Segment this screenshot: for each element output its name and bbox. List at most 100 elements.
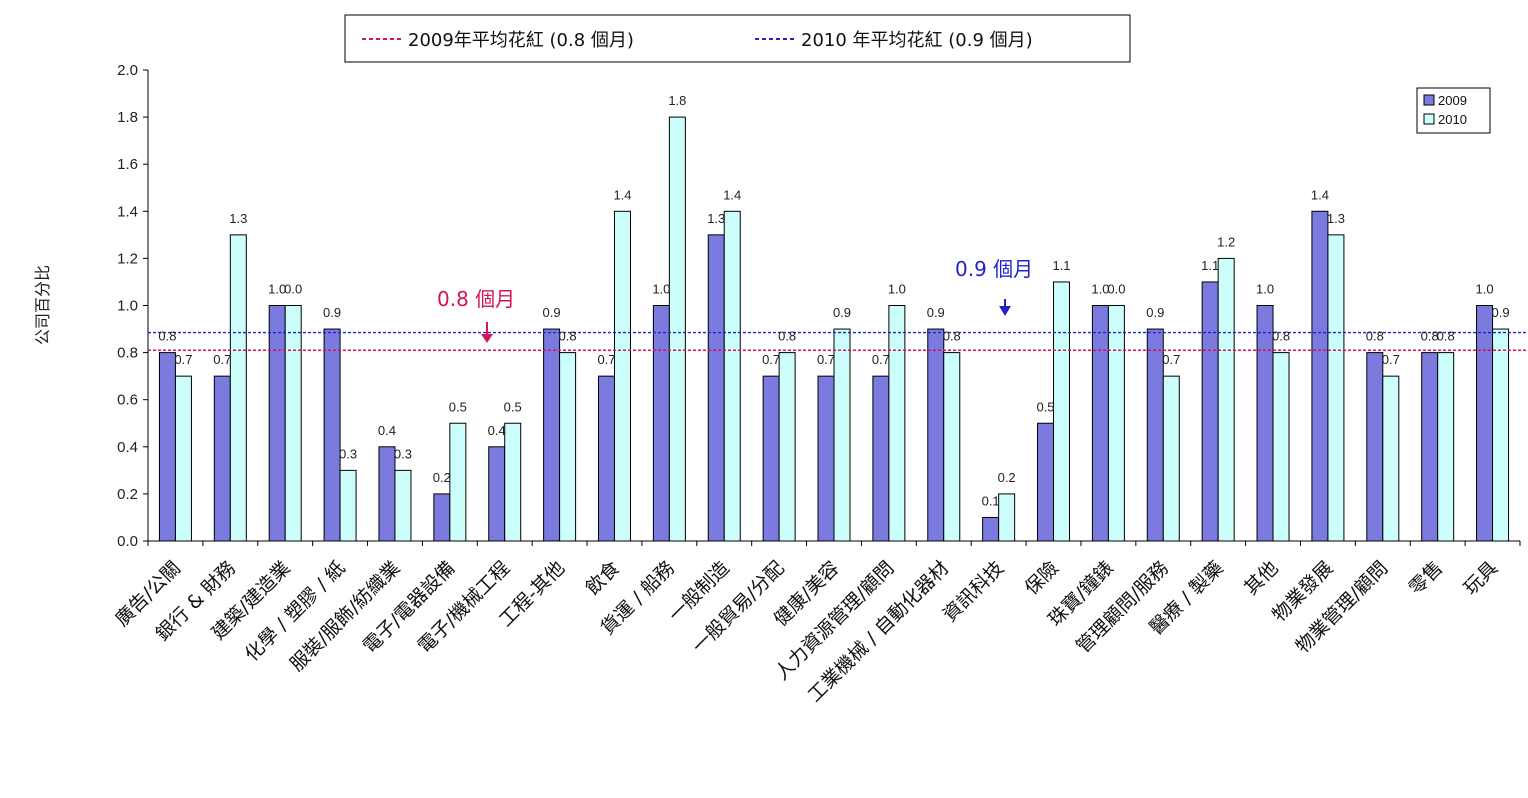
- bars-group: [158, 116, 1510, 542]
- data-label-2009: 0.4: [378, 423, 396, 438]
- legend-swatch-2010: [1423, 113, 1435, 125]
- y-tick-label: 0.8: [117, 345, 138, 362]
- y-tick-label: 0.6: [117, 392, 138, 409]
- data-label-2010: 0.5: [449, 399, 467, 414]
- data-label-2010: 0.8: [778, 329, 796, 344]
- bar-2010: [1437, 352, 1455, 542]
- bar-2009: [1091, 305, 1109, 542]
- legend-label-2009: 2009: [1438, 93, 1467, 108]
- bar-2010: [1492, 328, 1510, 542]
- data-label-2009: 0.8: [1421, 329, 1439, 344]
- bar-2009: [1421, 352, 1439, 542]
- bar-2009: [597, 375, 615, 542]
- bar-2009: [707, 234, 725, 542]
- data-label-2009: 0.9: [323, 305, 341, 320]
- data-label-2009: 0.7: [213, 352, 231, 367]
- data-label-2010: 0.8: [559, 329, 577, 344]
- data-label-2009: 0.9: [543, 305, 561, 320]
- bar-2009: [762, 375, 780, 542]
- bar-2010: [943, 352, 961, 542]
- bar-2009: [323, 328, 341, 542]
- bar-2009: [1366, 352, 1384, 542]
- series-legend: 2009 2010: [1416, 87, 1491, 134]
- legend-swatch-2009: [1423, 94, 1435, 106]
- bar-2010: [723, 210, 741, 542]
- category-label: 玩具: [1460, 557, 1502, 599]
- data-label-2010: 1.4: [723, 187, 741, 202]
- bar-2009: [378, 446, 396, 542]
- data-label-2010: 1.3: [1327, 211, 1345, 226]
- bar-2010: [174, 375, 192, 542]
- data-label-2010: 1.0: [888, 282, 906, 297]
- data-label-2009: 0.7: [872, 352, 890, 367]
- legend-2010-avg-label: 2010 年平均花紅 (0.9 個月): [801, 30, 1033, 51]
- bar-2009: [488, 446, 506, 542]
- arrow-down-icon: [481, 334, 493, 343]
- bar-2009: [1146, 328, 1164, 542]
- data-label-2009: 0.4: [488, 423, 506, 438]
- data-label-2010: 0.9: [833, 305, 851, 320]
- bar-2010: [1162, 375, 1180, 542]
- y-tick-label: 2.0: [117, 62, 138, 79]
- data-label-2009: 0.7: [597, 352, 615, 367]
- data-labels: 0.80.7 0.71.31.00.00.90.30.40.30.20.50.40…: [158, 93, 1509, 508]
- bar-2010: [504, 422, 522, 542]
- data-label-2010: 0.3: [339, 446, 357, 461]
- y-axis-title: 公司百分比: [33, 265, 52, 345]
- bar-2010: [1107, 305, 1125, 542]
- y-tick-label: 0.2: [117, 486, 138, 503]
- bar-2009: [982, 516, 1000, 542]
- data-label-2010: 0.0: [1107, 282, 1125, 297]
- bar-2010: [1327, 234, 1345, 542]
- data-label-2010: 1.4: [613, 187, 631, 202]
- bar-2009: [543, 328, 561, 542]
- bar-2010: [833, 328, 851, 542]
- bar-2010: [778, 352, 796, 542]
- bar-2009: [1256, 305, 1274, 542]
- data-label-2010: 0.8: [1272, 329, 1290, 344]
- y-tick-label: 1.6: [117, 156, 138, 173]
- data-label-2009: 0.8: [158, 329, 176, 344]
- data-label-2010: 0.7: [1382, 352, 1400, 367]
- category-label: 資訊科技: [939, 557, 1008, 626]
- y-tick-label: 1.0: [117, 298, 138, 315]
- bar-2010: [1053, 281, 1071, 542]
- bar-2009: [817, 375, 835, 542]
- bar-2009: [652, 305, 670, 542]
- data-label-2010: 1.2: [1217, 234, 1235, 249]
- bar-2010: [888, 305, 906, 542]
- data-label-2010: 0.7: [174, 352, 192, 367]
- data-label-2010: 0.8: [943, 329, 961, 344]
- bar-2009: [433, 493, 451, 542]
- bar-2010: [998, 493, 1016, 542]
- bar-2010: [339, 469, 357, 542]
- data-label-2009: 0.7: [762, 352, 780, 367]
- data-label-2010: 0.0: [284, 282, 302, 297]
- data-label-2009: 1.0: [1256, 282, 1274, 297]
- bar-2009: [158, 352, 176, 542]
- annotation-2010: 0.9 個月: [955, 257, 1033, 316]
- bar-2009: [268, 305, 286, 542]
- annotation-2009-label: 0.8 個月: [437, 287, 515, 311]
- data-label-2009: 1.0: [652, 282, 670, 297]
- bar-2009: [1037, 422, 1055, 542]
- data-label-2009: 1.1: [1201, 258, 1219, 273]
- data-label-2009: 0.2: [433, 470, 451, 485]
- data-label-2010: 1.1: [1052, 258, 1070, 273]
- legend-label-2010: 2010: [1438, 112, 1467, 127]
- top-legend: 2009年平均花紅 (0.8 個月) 2010 年平均花紅 (0.9 個月): [344, 14, 1131, 63]
- y-tick-label: 1.2: [117, 250, 138, 267]
- bar-2009: [1201, 281, 1219, 542]
- data-label-2009: 1.0: [268, 282, 286, 297]
- data-label-2009: 1.0: [1091, 282, 1109, 297]
- bar-2010: [284, 305, 302, 542]
- bar-2009: [213, 375, 231, 542]
- data-label-2010: 1.3: [229, 211, 247, 226]
- axes: 0.0 0.2 0.4 0.6 0.8 1.0 1.2 1.4 1.6 1.8 2.0: [117, 62, 1521, 550]
- y-tick-label: 1.4: [117, 203, 138, 220]
- data-label-2009: 0.7: [817, 352, 835, 367]
- data-label-2009: 1.3: [707, 211, 725, 226]
- data-label-2009: 0.9: [927, 305, 945, 320]
- y-tick-label: 1.8: [117, 109, 138, 126]
